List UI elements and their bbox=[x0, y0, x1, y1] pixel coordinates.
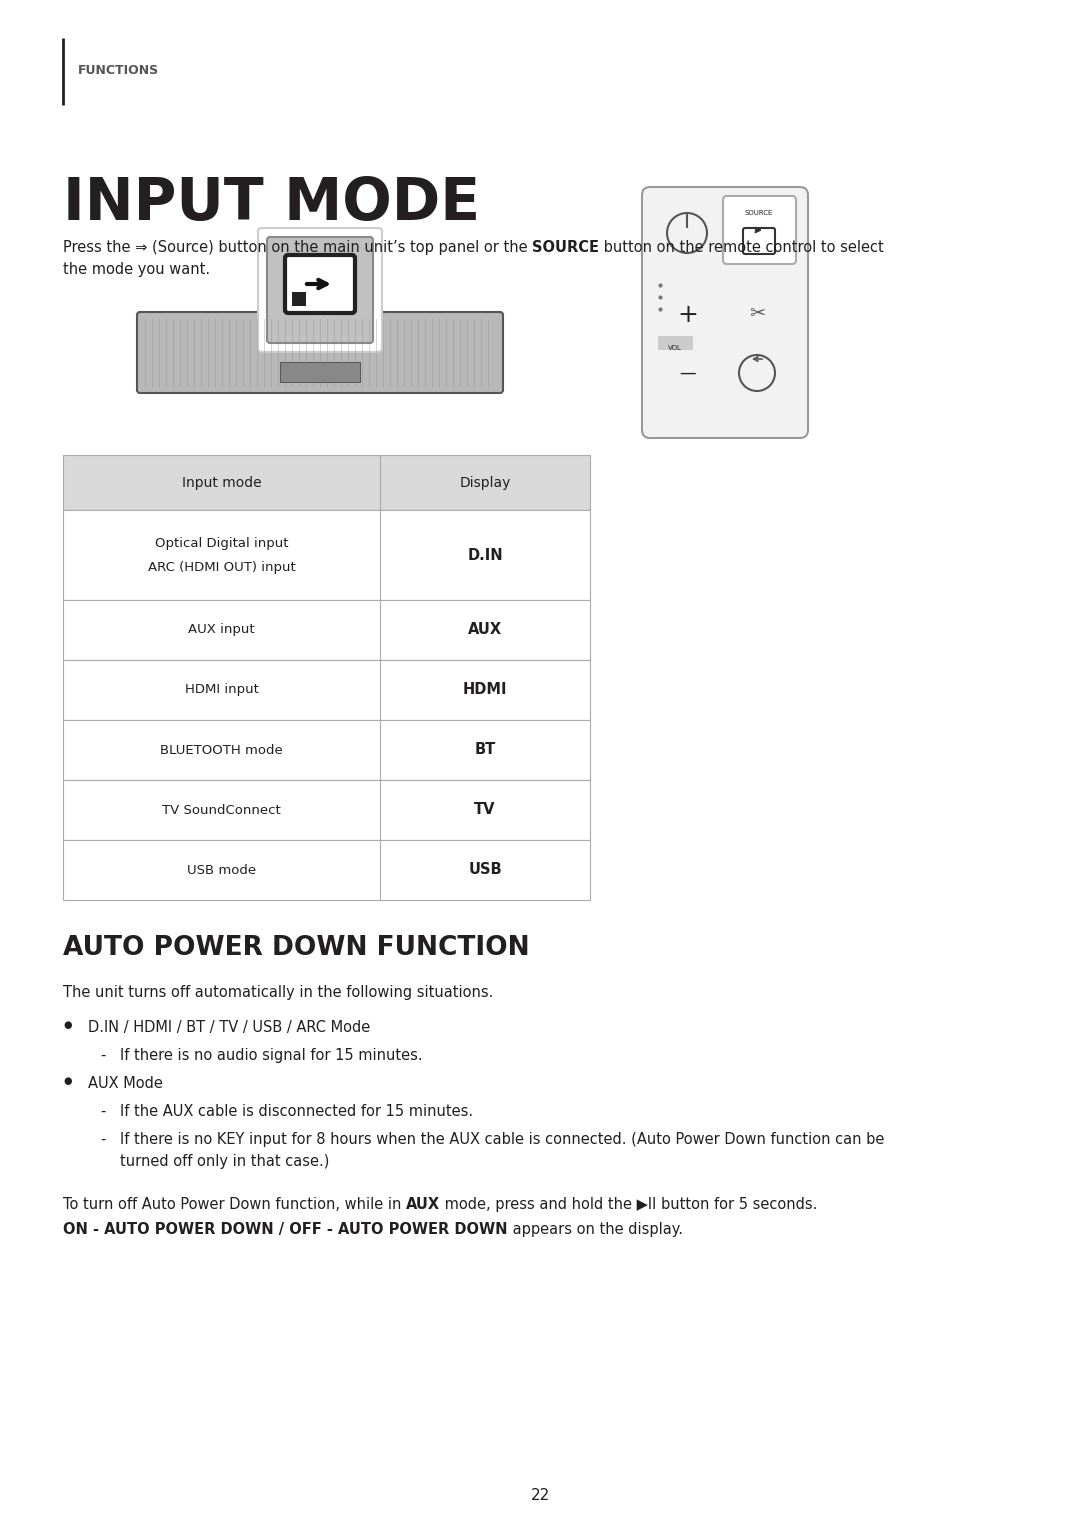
FancyBboxPatch shape bbox=[258, 228, 382, 352]
Text: USB mode: USB mode bbox=[187, 864, 256, 876]
Text: Press the ⇒ (Source) button on the main unit’s top panel or the: Press the ⇒ (Source) button on the main … bbox=[63, 241, 532, 254]
Text: Input mode: Input mode bbox=[181, 475, 261, 490]
Bar bbox=[658, 336, 693, 349]
Bar bbox=[63, 660, 590, 720]
Text: the mode you want.: the mode you want. bbox=[63, 262, 211, 277]
FancyBboxPatch shape bbox=[285, 254, 355, 313]
Text: TV: TV bbox=[474, 803, 496, 818]
Text: SOURCE: SOURCE bbox=[745, 210, 773, 216]
Text: ●: ● bbox=[63, 1020, 71, 1030]
Bar bbox=[63, 780, 590, 840]
Text: If the AUX cable is disconnected for 15 minutes.: If the AUX cable is disconnected for 15 … bbox=[120, 1105, 473, 1118]
FancyBboxPatch shape bbox=[267, 237, 373, 343]
Text: AUX: AUX bbox=[406, 1196, 441, 1212]
Text: If there is no KEY input for 8 hours when the AUX cable is connected. (Auto Powe: If there is no KEY input for 8 hours whe… bbox=[120, 1132, 885, 1147]
Text: ARC (HDMI OUT) input: ARC (HDMI OUT) input bbox=[148, 561, 295, 573]
Text: If there is no audio signal for 15 minutes.: If there is no audio signal for 15 minut… bbox=[120, 1048, 422, 1063]
Text: Optical Digital input: Optical Digital input bbox=[154, 536, 288, 550]
Bar bbox=[63, 601, 590, 660]
Bar bbox=[63, 455, 590, 510]
Text: The unit turns off automatically in the following situations.: The unit turns off automatically in the … bbox=[63, 985, 494, 1000]
Text: —: — bbox=[679, 365, 697, 381]
Text: mode, press and hold the ▶II button for 5 seconds.: mode, press and hold the ▶II button for … bbox=[441, 1196, 818, 1212]
Text: AUX input: AUX input bbox=[188, 624, 255, 636]
FancyBboxPatch shape bbox=[723, 196, 796, 264]
Text: -: - bbox=[100, 1105, 106, 1118]
Bar bbox=[292, 293, 306, 306]
Text: USB: USB bbox=[469, 863, 502, 878]
Text: AUTO POWER DOWN FUNCTION: AUTO POWER DOWN FUNCTION bbox=[63, 935, 529, 961]
Text: Display: Display bbox=[459, 475, 511, 490]
Text: HDMI input: HDMI input bbox=[185, 683, 258, 697]
Text: AUX Mode: AUX Mode bbox=[87, 1075, 163, 1091]
Text: 22: 22 bbox=[530, 1488, 550, 1503]
Bar bbox=[63, 840, 590, 899]
Text: FUNCTIONS: FUNCTIONS bbox=[78, 63, 159, 77]
Bar bbox=[63, 510, 590, 601]
Text: SOURCE: SOURCE bbox=[532, 241, 599, 254]
Text: VOL: VOL bbox=[669, 345, 681, 351]
Text: D.IN: D.IN bbox=[468, 547, 503, 562]
Text: D.IN / HDMI / BT / TV / USB / ARC Mode: D.IN / HDMI / BT / TV / USB / ARC Mode bbox=[87, 1020, 370, 1036]
Bar bbox=[280, 362, 360, 381]
FancyBboxPatch shape bbox=[642, 187, 808, 438]
FancyBboxPatch shape bbox=[137, 313, 503, 394]
Text: To turn off Auto Power Down function, while in: To turn off Auto Power Down function, wh… bbox=[63, 1196, 406, 1212]
Text: BT: BT bbox=[474, 743, 496, 757]
FancyBboxPatch shape bbox=[743, 228, 775, 254]
Text: AUX: AUX bbox=[468, 622, 502, 637]
Text: TV SoundConnect: TV SoundConnect bbox=[162, 803, 281, 817]
Text: ON - AUTO POWER DOWN / OFF - AUTO POWER DOWN: ON - AUTO POWER DOWN / OFF - AUTO POWER … bbox=[63, 1223, 508, 1236]
Text: -: - bbox=[100, 1048, 106, 1063]
Bar bbox=[63, 720, 590, 780]
Text: -: - bbox=[100, 1132, 106, 1147]
Text: button on the remote control to select: button on the remote control to select bbox=[599, 241, 885, 254]
Text: BLUETOOTH mode: BLUETOOTH mode bbox=[160, 743, 283, 757]
Text: appears on the display.: appears on the display. bbox=[508, 1223, 683, 1236]
Text: +: + bbox=[677, 303, 699, 326]
Text: INPUT MODE: INPUT MODE bbox=[63, 175, 481, 231]
Text: ✂: ✂ bbox=[748, 303, 766, 323]
Text: HDMI: HDMI bbox=[462, 682, 508, 697]
Text: ●: ● bbox=[63, 1075, 71, 1086]
Text: turned off only in that case.): turned off only in that case.) bbox=[120, 1154, 329, 1169]
